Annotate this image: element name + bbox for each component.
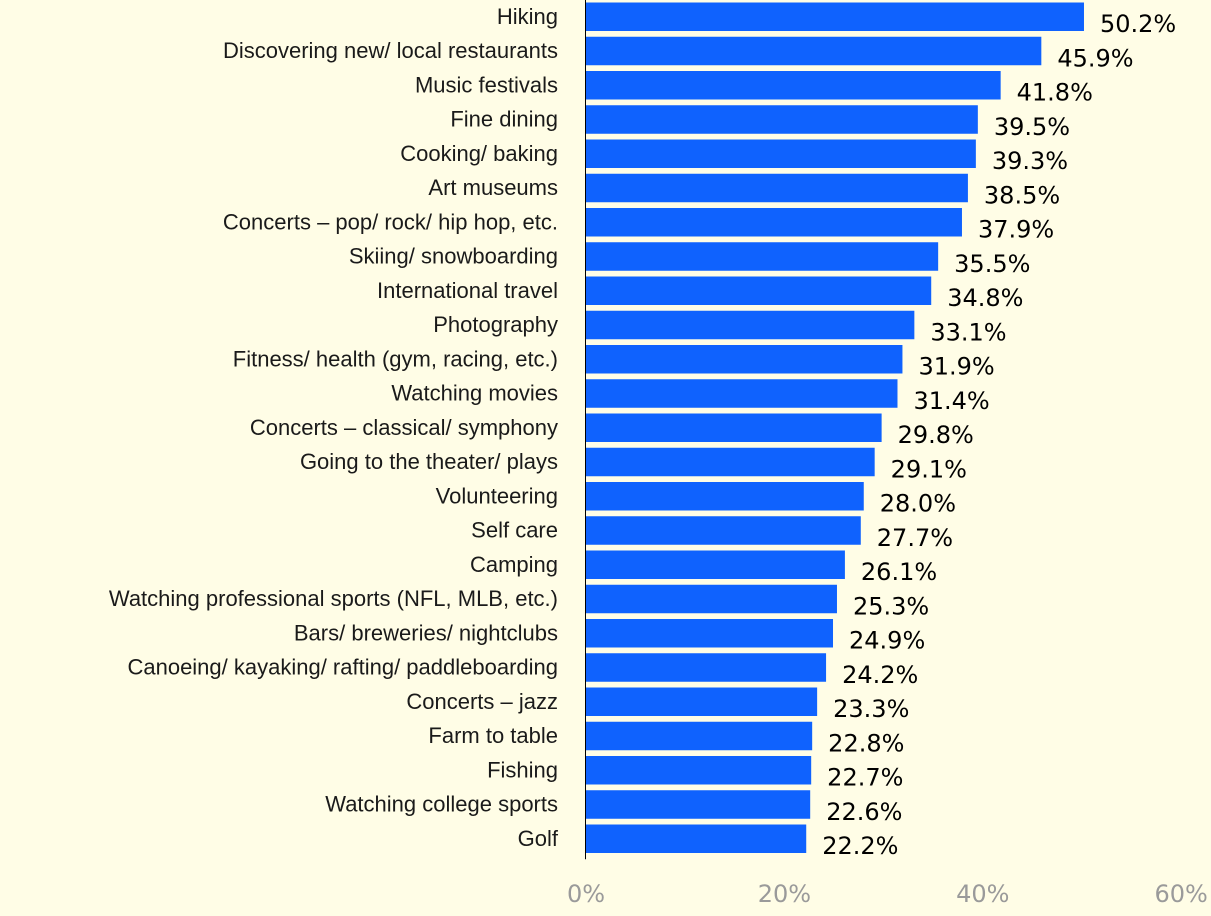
value-label: 29.8% (898, 421, 974, 449)
category-label: Fitness/ health (gym, racing, etc.) (233, 346, 558, 371)
bar (586, 653, 827, 682)
value-label: 41.8% (1017, 79, 1093, 107)
bar (586, 482, 864, 511)
bar (586, 550, 845, 579)
bar (586, 310, 915, 340)
category-label: Going to the theater/ plays (300, 449, 558, 474)
category-label: Watching college sports (325, 792, 558, 817)
value-label: 27.7% (877, 524, 953, 552)
x-tick-label: 0% (567, 880, 605, 908)
category-label: Photography (433, 312, 558, 337)
category-label: International travel (377, 278, 558, 303)
value-label: 50.2% (1100, 10, 1176, 38)
category-label: Camping (470, 552, 558, 577)
category-label: Farm to table (428, 723, 558, 748)
category-label: Watching movies (391, 381, 558, 406)
value-label: 31.9% (918, 353, 994, 381)
value-label: 28.0% (880, 490, 956, 518)
category-label: Art museums (428, 175, 558, 200)
category-label: Golf (518, 826, 559, 851)
value-label: 35.5% (954, 250, 1030, 278)
value-label: 24.2% (842, 661, 918, 689)
category-label: Fine dining (450, 107, 558, 132)
category-label: Bars/ breweries/ nightclubs (294, 620, 558, 645)
bar (586, 721, 813, 751)
bar (586, 413, 882, 442)
bar (586, 447, 875, 477)
value-label: 26.1% (861, 558, 937, 586)
bar (586, 36, 1042, 66)
value-label: 24.9% (849, 627, 925, 655)
category-label: Concerts – classical/ symphony (250, 415, 558, 440)
x-tick-label: 40% (956, 880, 1009, 908)
x-tick-label: 60% (1155, 880, 1208, 908)
category-label: Self care (471, 518, 558, 543)
bar (586, 619, 834, 648)
value-label: 29.1% (891, 455, 967, 483)
bar (586, 516, 861, 545)
value-label: 25.3% (853, 592, 929, 620)
bar (586, 379, 898, 408)
category-label: Watching professional sports (NFL, MLB, … (109, 586, 558, 611)
category-label: Concerts – pop/ rock/ hip hop, etc. (223, 209, 558, 234)
category-label: Music festivals (415, 72, 558, 97)
bar (586, 584, 837, 614)
value-label: 23.3% (833, 695, 909, 723)
bar (586, 756, 812, 785)
category-label: Discovering new/ local restaurants (223, 38, 558, 63)
bar (586, 276, 932, 305)
bar (586, 208, 962, 237)
bar (586, 687, 818, 716)
value-label: 22.2% (822, 832, 898, 860)
bar (586, 242, 939, 271)
bar (586, 790, 811, 819)
bar (586, 824, 807, 853)
bar (586, 173, 968, 203)
category-label: Canoeing/ kayaking/ rafting/ paddleboard… (127, 655, 558, 680)
value-label: 31.4% (913, 387, 989, 415)
bar (586, 71, 1001, 100)
bar (586, 2, 1084, 31)
category-label: Skiing/ snowboarding (349, 244, 558, 269)
x-tick-label: 20% (758, 880, 811, 908)
value-label: 38.5% (984, 181, 1060, 209)
category-label: Hiking (497, 4, 558, 29)
category-label: Fishing (487, 757, 558, 782)
value-label: 45.9% (1057, 44, 1133, 72)
value-label: 22.7% (827, 764, 903, 792)
bar (586, 105, 978, 134)
category-label: Concerts – jazz (406, 689, 558, 714)
value-label: 37.9% (978, 216, 1054, 244)
category-label: Volunteering (436, 483, 558, 508)
value-label: 22.6% (826, 798, 902, 826)
value-label: 34.8% (947, 284, 1023, 312)
bar (586, 345, 903, 374)
value-label: 39.5% (994, 113, 1070, 141)
bar (586, 139, 976, 168)
category-label: Cooking/ baking (400, 141, 558, 166)
value-label: 22.8% (828, 729, 904, 757)
value-label: 39.3% (992, 147, 1068, 175)
value-label: 33.1% (930, 318, 1006, 346)
